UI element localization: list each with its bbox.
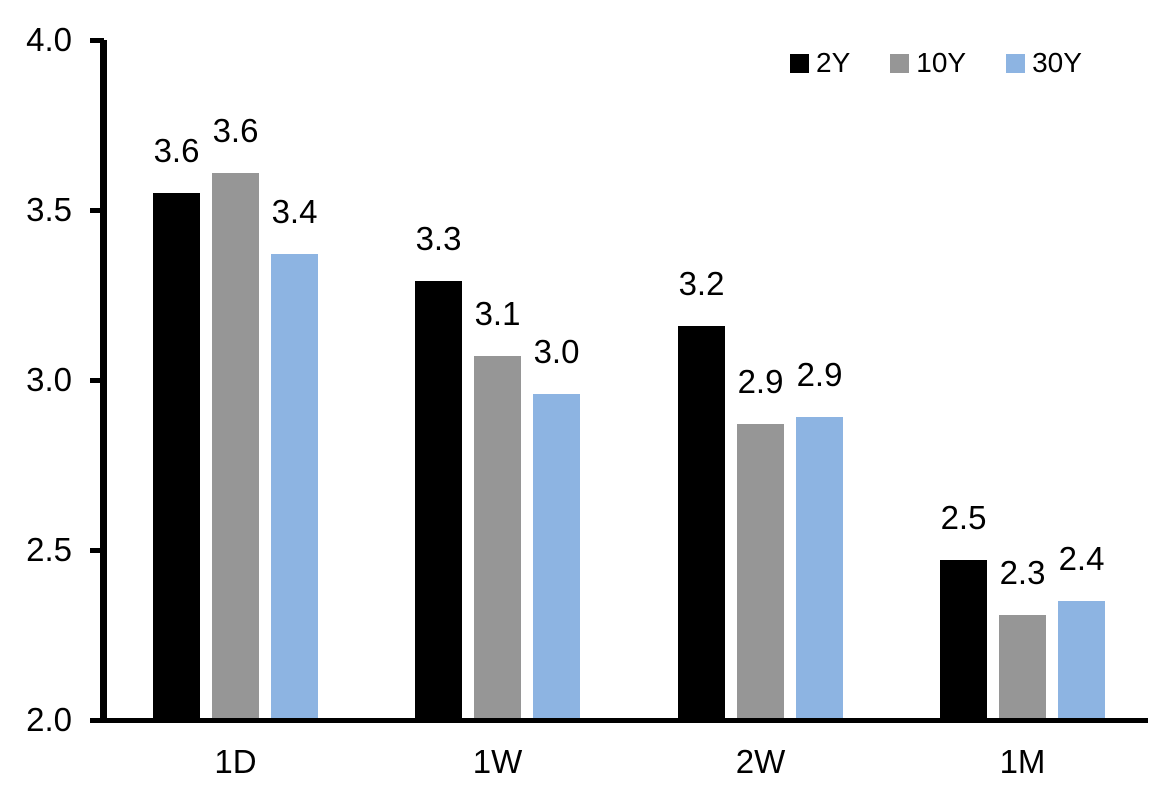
x-category-label: 1W: [472, 743, 523, 780]
bar-10Y-1W: [474, 356, 521, 721]
bar-value-label: 2.4: [1058, 540, 1105, 577]
bar-value-label: 2.3: [999, 553, 1046, 591]
y-axis-tick: [90, 378, 104, 383]
x-category-label: 2W: [735, 743, 786, 780]
y-axis-line: [100, 40, 107, 723]
legend-swatch-10Y: [890, 53, 910, 73]
legend-item-2Y: 2Y: [790, 47, 851, 78]
bar-value-label: 3.2: [678, 264, 725, 302]
bar-value-label: 3.6: [212, 111, 259, 149]
bar-value-label: 3.1: [474, 295, 521, 333]
bar-2Y-1M: [940, 560, 987, 721]
bar-10Y-1D: [212, 172, 259, 721]
y-axis-tick: [90, 208, 104, 213]
bar-value-label: 3.4: [271, 193, 318, 231]
y-tick-label: 3.5: [26, 191, 72, 228]
legend-swatch-30Y: [1006, 53, 1026, 73]
bar-30Y-1W: [533, 393, 580, 721]
bar-value-label: 3.3: [415, 220, 462, 258]
x-axis-line: [92, 718, 1148, 723]
y-axis-tick: [90, 38, 104, 43]
bar-value-label: 3.6: [153, 132, 200, 169]
legend: 2Y 10Y 30Y: [790, 47, 1082, 78]
bar-30Y-1M: [1058, 601, 1105, 721]
x-category-label: 1M: [999, 743, 1046, 780]
y-tick-label: 2.0: [26, 701, 72, 738]
bar-10Y-1M: [999, 614, 1046, 721]
bar-10Y-2W: [737, 424, 784, 721]
legend-label: 30Y: [1032, 47, 1082, 78]
bar-30Y-1D: [271, 254, 318, 721]
bar-value-label: 3.0: [533, 332, 580, 370]
bar-value-label: 2.5: [940, 499, 987, 537]
legend-swatch-2Y: [790, 53, 809, 73]
bar-value-label: 2.9: [737, 363, 784, 401]
y-tick-label: 4.0: [26, 21, 72, 58]
y-axis-tick: [90, 548, 104, 553]
legend-label: 2Y: [816, 47, 851, 78]
bar-2Y-2W: [678, 325, 725, 721]
legend-label: 10Y: [916, 47, 967, 78]
legend-item-30Y: 30Y: [1006, 47, 1082, 78]
bar-value-label: 2.9: [796, 356, 843, 394]
bar-2Y-1D: [153, 193, 200, 721]
y-tick-label: 2.5: [26, 531, 72, 568]
legend-item-10Y: 10Y: [890, 47, 967, 78]
bar-30Y-2W: [796, 417, 843, 721]
x-category-label: 1D: [214, 743, 257, 780]
bar-2Y-1W: [415, 281, 462, 721]
y-tick-label: 3.0: [26, 361, 72, 398]
